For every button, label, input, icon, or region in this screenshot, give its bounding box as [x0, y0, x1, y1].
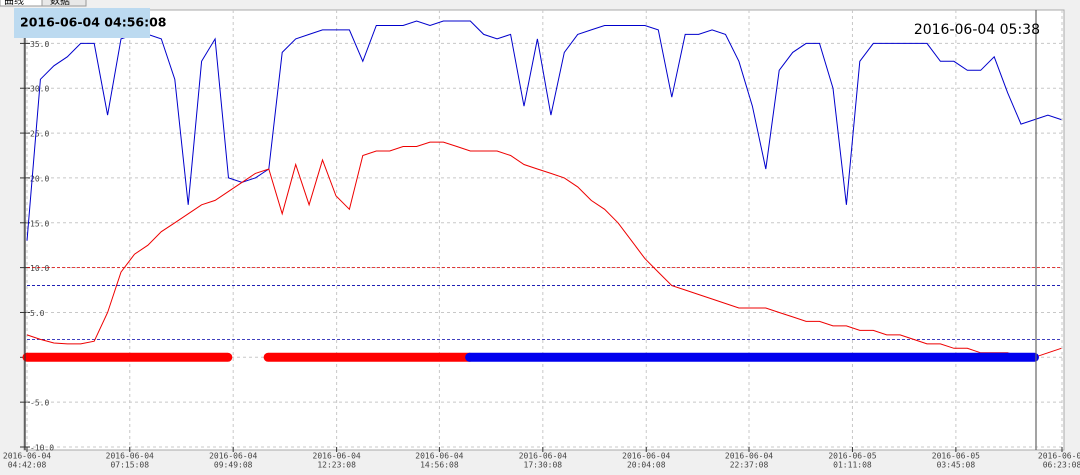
x-tick-label: 07:15:08 — [110, 461, 149, 470]
title-box — [14, 8, 150, 38]
tab[interactable] — [0, 0, 43, 7]
x-tick-label: 2016-06-04 — [622, 452, 670, 461]
plot-area — [23, 9, 1065, 451]
series-line — [26, 20, 1062, 241]
y-tick-label: 5.0 — [30, 309, 45, 318]
x-tick-label: 12:23:08 — [317, 461, 356, 470]
y-tick-label: -10.0 — [30, 444, 54, 453]
chart-title: 2016-06-04 04:56:08 — [20, 15, 167, 30]
x-tick-label: 2016-06-04 — [3, 452, 51, 461]
y-tick-label: 25.0 — [30, 130, 49, 139]
x-tick-label: 2016-06-04 — [209, 452, 257, 461]
x-tick-label: 01:11:08 — [833, 461, 872, 470]
y-tick-label: 10.0 — [30, 264, 49, 273]
x-tick-label: 2016-06-04 — [106, 452, 154, 461]
tab[interactable] — [41, 0, 87, 7]
x-tick-label: 2016-06-05 — [828, 452, 876, 461]
x-tick-label: 20:04:08 — [627, 461, 666, 470]
x-tick-label: 2016-06-05 — [932, 452, 980, 461]
x-tick-label: 03:45:08 — [937, 461, 976, 470]
marks — [22, 20, 1062, 362]
tab-label[interactable]: 曲线 — [4, 0, 24, 7]
y-tick-label: -5.0 — [30, 399, 49, 408]
series-line — [26, 141, 1062, 358]
x-tick-label: 04:42:08 — [8, 461, 47, 470]
y-tick-label: 35.0 — [30, 40, 49, 49]
x-tick-label: 22:37:08 — [730, 461, 769, 470]
tab-label[interactable]: 数据 — [50, 0, 70, 7]
x-tick-label: 2016-06-04 — [725, 452, 773, 461]
x-tick-label: 2016-06-04 — [519, 452, 567, 461]
y-tick-label: 20.0 — [30, 174, 49, 183]
x-tick-label: 09:49:08 — [214, 461, 253, 470]
x-tick-label: 2016-06-05 — [1038, 452, 1080, 461]
x-tick-label: 2016-06-04 — [313, 452, 361, 461]
x-tick-label: 17:30:08 — [524, 461, 563, 470]
cursor-label: 2016-06-04 05:38 — [914, 22, 1040, 38]
x-tick-label: 14:56:08 — [420, 461, 459, 470]
x-tick-label: 06:23:08 — [1043, 461, 1080, 470]
y-tick-label: 15.0 — [30, 219, 49, 228]
x-tick-label: 2016-06-04 — [415, 452, 463, 461]
